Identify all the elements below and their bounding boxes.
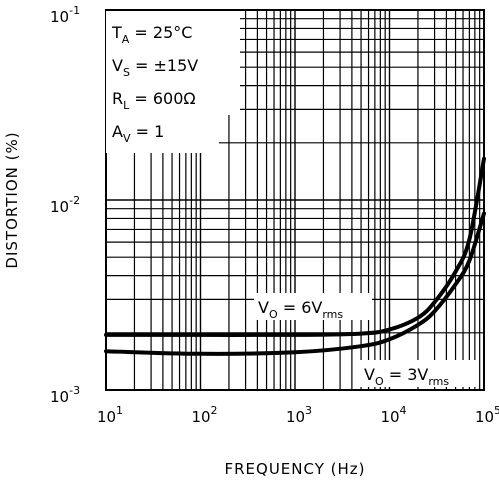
series-line xyxy=(104,156,486,337)
x-tick-label: 102 xyxy=(191,404,217,426)
y-axis-title: DISTORTION (%) xyxy=(3,131,21,268)
y-tick-label: 10-1 xyxy=(50,4,80,26)
series-labels: VO = 6Vrms VO = 3Vrms xyxy=(254,293,478,388)
condition-text: RL = 600Ω xyxy=(112,89,196,112)
y-tick-labels: 10-3 10-2 10-1 xyxy=(50,4,80,406)
series-label-background xyxy=(360,360,478,387)
conditions-background xyxy=(219,11,240,115)
y-tick-label: 10-3 xyxy=(50,384,80,406)
conditions-background xyxy=(106,11,219,153)
series-label-background xyxy=(254,293,372,320)
series-label: VO = 3Vrms xyxy=(364,365,449,388)
series-line xyxy=(104,211,486,356)
plot-frame xyxy=(105,9,485,391)
x-tick-label: 103 xyxy=(286,404,312,426)
condition-text: VS = ±15V xyxy=(112,56,198,79)
x-tick-label: 105 xyxy=(475,404,499,426)
x-tick-labels: 101 102 103 104 105 xyxy=(97,404,499,426)
series-label: VO = 6Vrms xyxy=(258,298,343,321)
x-tick-label: 104 xyxy=(380,404,406,426)
x-tick-label: 101 xyxy=(97,404,123,426)
condition-text: AV = 1 xyxy=(112,122,164,145)
condition-text: TA = 25°C xyxy=(111,23,192,46)
series-curves xyxy=(104,156,486,356)
y-tick-label: 10-2 xyxy=(50,194,80,216)
x-axis-title: FREQUENCY (Hz) xyxy=(224,460,365,478)
conditions-box: TA = 25°C VS = ±15V RL = 600Ω AV = 1 xyxy=(106,11,240,153)
